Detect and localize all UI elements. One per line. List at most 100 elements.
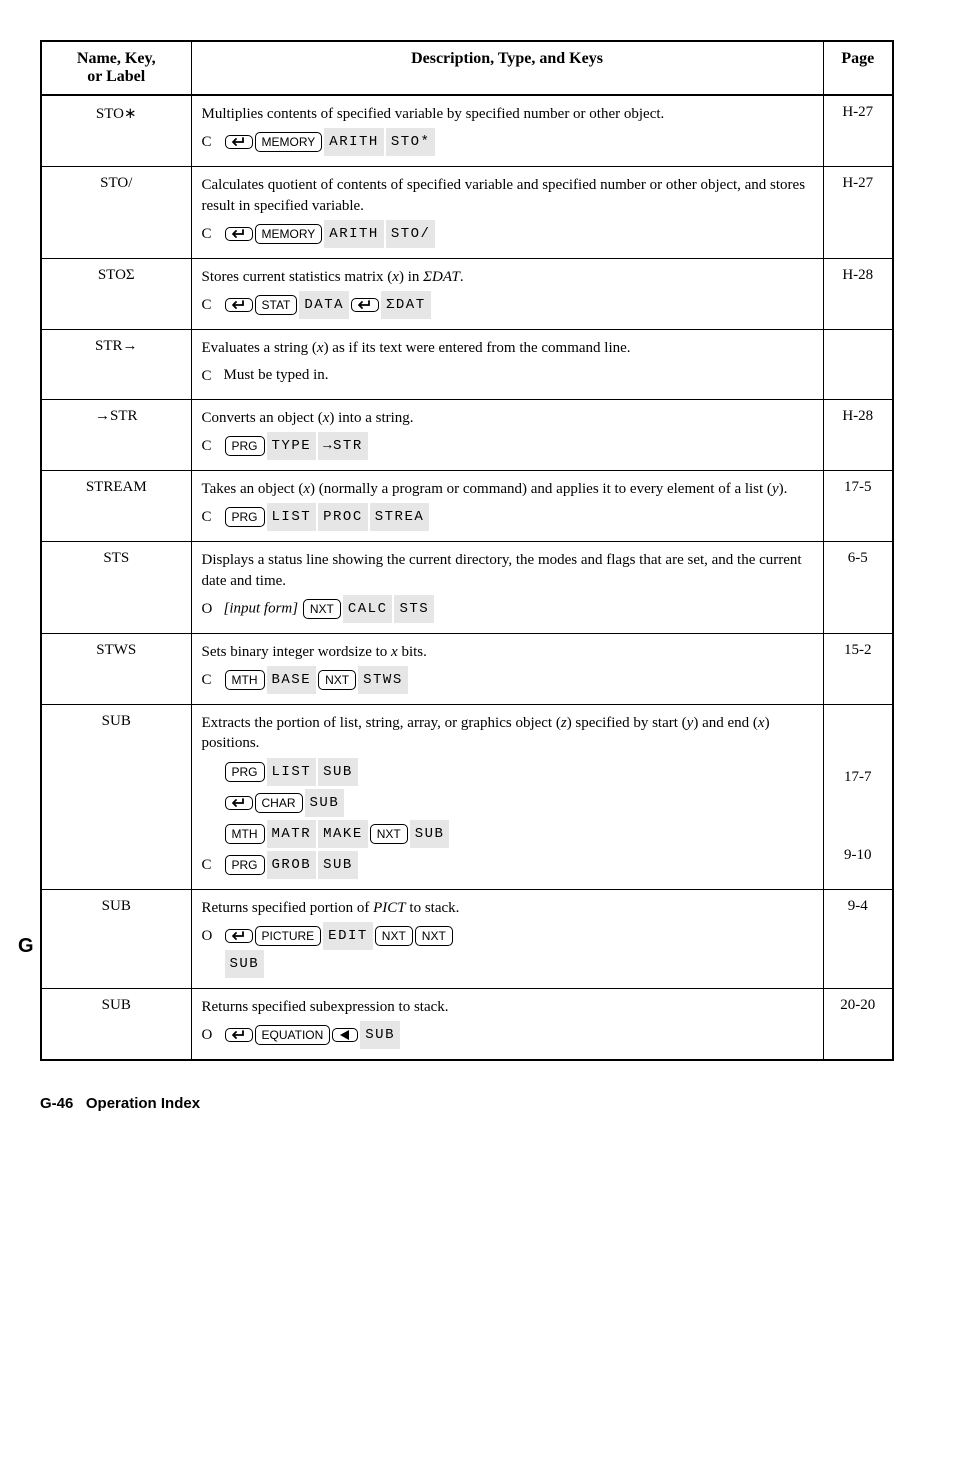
shift-key-icon [225,1028,253,1042]
desc-text: Stores current statistics matrix (x) in … [202,267,813,287]
desc-text: Calculates quotient of contents of speci… [202,175,813,216]
description-cell: Calculates quotient of contents of speci… [191,167,823,259]
keycap: NXT [370,824,408,844]
table-row: STO∗Multiplies contents of specified var… [41,95,893,167]
keycap: NXT [415,926,453,946]
menu-label: SUB [360,1021,400,1049]
description-cell: Stores current statistics matrix (x) in … [191,258,823,329]
shift-key-icon [225,227,253,241]
keycap: PRG [225,762,265,782]
description-cell: Takes an object (x) (normally a program … [191,471,823,542]
table-row: STO/Calculates quotient of contents of s… [41,167,893,259]
shift-key-icon [225,929,253,943]
cmd-type-letter: O [202,596,224,622]
command-line: CPRGGROBSUB [202,851,813,879]
menu-label: SUB [410,820,450,848]
menu-label: BASE [267,666,317,694]
shift-key-icon [332,1028,358,1042]
name-cell: SUB [41,889,191,988]
name-cell: STREAM [41,471,191,542]
menu-label: EDIT [323,922,373,950]
command-line: CMTHBASENXTSTWS [202,666,813,694]
name-cell: STWS [41,633,191,704]
description-cell: Converts an object (x) into a string. CPR… [191,399,823,470]
menu-label: MATR [267,820,317,848]
desc-text: Returns specified subexpression to stack… [202,997,813,1017]
menu-label: MAKE [318,820,368,848]
menu-label: ARITH [324,220,384,248]
page-cell: 20-20 [823,988,893,1060]
desc-text: Displays a status line showing the curre… [202,550,813,591]
page-cell: H-27 [823,95,893,167]
keycap: MEMORY [255,224,323,244]
menu-label: DATA [299,291,349,319]
page-cell: 15-2 [823,633,893,704]
keycap: MTH [225,670,265,690]
desc-text: Returns specified portion of PICT to sta… [202,898,813,918]
command-line: C MEMORYARITHSTO/ [202,220,813,248]
cmd-type-letter: C [202,129,224,155]
command-line: OEQUATIONSUB [202,1021,813,1049]
menu-label: TYPE [267,432,317,460]
menu-label: SUB [225,950,265,978]
keycap: PICTURE [255,926,322,946]
menu-label: SUB [305,789,345,817]
name-cell: STS [41,542,191,634]
cmd-type-letter: C [202,433,224,459]
cmd-type-letter: C [202,292,224,318]
desc-text: Takes an object (x) (normally a program … [202,479,813,499]
page-cell: H-28 [823,399,893,470]
keycap: EQUATION [255,1025,331,1045]
desc-text: Extracts the portion of list, string, ar… [202,713,813,754]
name-cell: STO/ [41,167,191,259]
menu-label: ΣDAT [381,291,431,319]
table-row: STREAM Takes an object (x) (normally a pr… [41,471,893,542]
keycap: CHAR [255,793,303,813]
page-cell: 17-79-10 [823,705,893,890]
keycap: MEMORY [255,132,323,152]
shift-key-icon [225,298,253,312]
table-row: →STRConverts an object (x) into a string… [41,399,893,470]
menu-label: STO/ [386,220,436,248]
menu-label: CALC [343,595,393,623]
table-row: STOΣStores current statistics matrix (x)… [41,258,893,329]
page-cell [823,330,893,400]
name-cell: SUB [41,988,191,1060]
table-row: SUB Extracts the portion of list, string,… [41,705,893,890]
description-cell: Displays a status line showing the curre… [191,542,823,634]
col-header-desc: Description, Type, and Keys [191,41,823,95]
cmd-type-letter: C [202,363,224,389]
menu-label: →STR [318,432,368,460]
command-line: CPRGLISTPROCSTREA [202,503,813,531]
description-cell: Sets binary integer wordsize to x bits. C… [191,633,823,704]
keycap: PRG [225,855,265,875]
menu-label: SUB [318,758,358,786]
desc-text: Sets binary integer wordsize to x bits. [202,642,813,662]
description-cell: Evaluates a string (x) as if its text we… [191,330,823,400]
description-cell: Multiplies contents of specified variabl… [191,95,823,167]
page-cell: H-27 [823,167,893,259]
page-cell: H-28 [823,258,893,329]
keycap: PRG [225,436,265,456]
cmd-type-letter: C [202,852,224,878]
cmd-plain-text: Must be typed in. [224,367,329,383]
command-line: CPRGTYPE→STR [202,432,813,460]
command-line: O[input form] NXTCALCSTS [202,595,813,623]
name-cell: STR→ [41,330,191,400]
page-footer: G-46 Operation Index [40,1095,894,1112]
col-header-name: Name, Key, or Label [41,41,191,95]
menu-label: SUB [318,851,358,879]
table-row: SUB Returns specified portion of PICT to … [41,889,893,988]
command-line: PRGLISTSUB [202,758,813,786]
menu-label: PROC [318,503,368,531]
name-cell: →STR [41,399,191,470]
cmd-type-letter: C [202,221,224,247]
keycap: PRG [225,507,265,527]
desc-text: Evaluates a string (x) as if its text we… [202,338,813,358]
table-row: STS Displays a status line showing the cu… [41,542,893,634]
page-cell: 9-4 [823,889,893,988]
footer-page-num: G-46 [40,1095,73,1112]
desc-text: Converts an object (x) into a string. [202,408,813,428]
footer-section: Operation Index [86,1095,200,1112]
page-cell: 6-5 [823,542,893,634]
